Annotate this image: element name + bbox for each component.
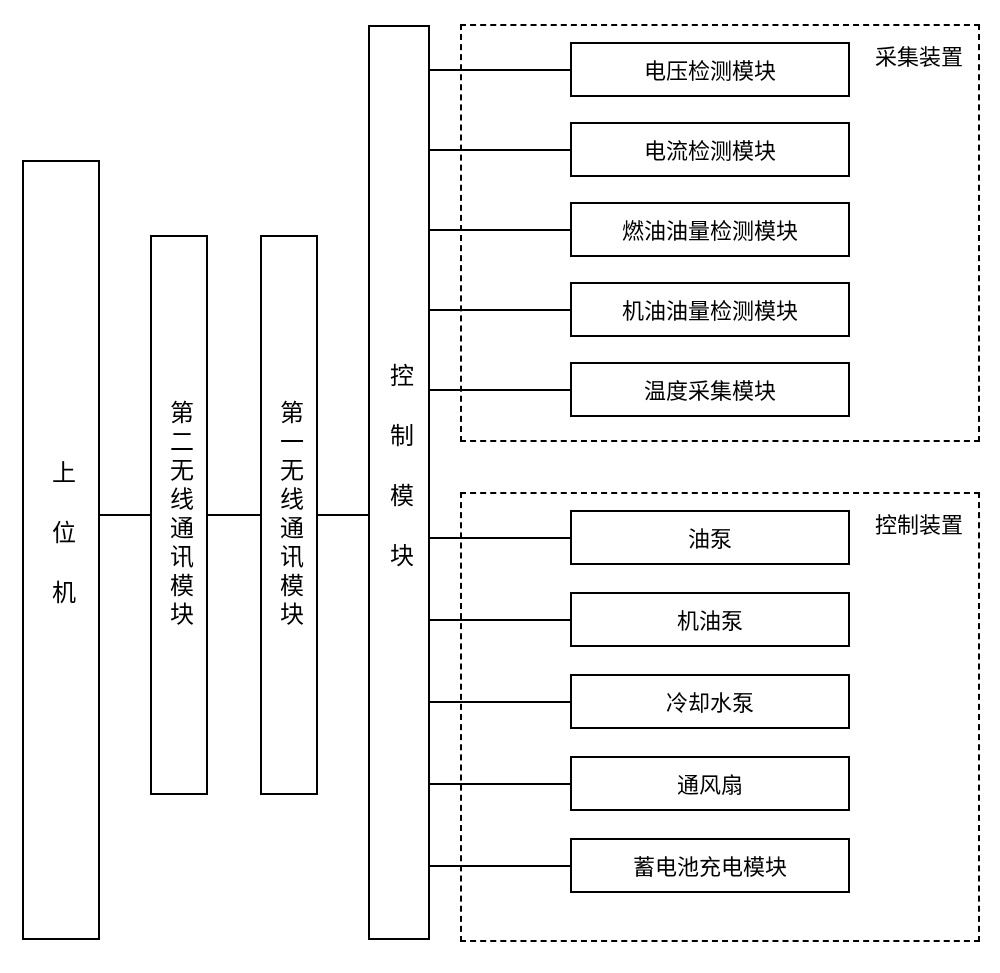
module-label: 燃油油量检测模块 [622,214,798,246]
connector-line [430,619,570,621]
wireless1-label: 第一无线通讯模块 [272,400,307,630]
connector-line [430,701,570,703]
diagram-canvas: 上位机 第二无线通讯模块 第一无线通讯模块 控制模块 采集装置 控制装置 电压检… [0,0,1000,973]
vent-fan-module: 通风扇 [570,756,850,811]
oil-pump-module: 机油泵 [570,592,850,647]
module-label: 蓄电池充电模块 [633,850,787,882]
oil-level-detect-module: 机油油量检测模块 [570,282,850,337]
connector-line [100,514,150,516]
connector-line [430,865,570,867]
fuel-pump-module: 油泵 [570,510,850,565]
module-label: 电压检测模块 [644,54,776,86]
connector-line [430,149,570,151]
module-label: 机油泵 [677,604,743,636]
connector-line [430,389,570,391]
coolant-pump-module: 冷却水泵 [570,674,850,729]
module-label: 电流检测模块 [644,134,776,166]
voltage-detect-module: 电压检测模块 [570,42,850,97]
module-label: 油泵 [688,522,732,554]
control-module-box: 控制模块 [368,25,430,940]
control-module-label: 控制模块 [382,363,417,603]
current-detect-module: 电流检测模块 [570,122,850,177]
connector-line [430,229,570,231]
wireless2-label: 第二无线通讯模块 [162,400,197,630]
battery-charge-module: 蓄电池充电模块 [570,838,850,893]
connector-line [318,514,368,516]
host-label: 上位机 [44,460,79,640]
fuel-level-detect-module: 燃油油量检测模块 [570,202,850,257]
host-box: 上位机 [22,160,100,940]
wireless2-box: 第二无线通讯模块 [150,235,208,795]
connector-line [208,514,260,516]
module-label: 机油油量检测模块 [622,294,798,326]
connector-line [430,537,570,539]
control-device-group-label: 控制装置 [875,508,963,540]
acquisition-group-label: 采集装置 [875,40,963,72]
connector-line [430,309,570,311]
temperature-acq-module: 温度采集模块 [570,362,850,417]
module-label: 温度采集模块 [644,374,776,406]
wireless1-box: 第一无线通讯模块 [260,235,318,795]
module-label: 通风扇 [677,768,743,800]
connector-line [430,69,570,71]
connector-line [430,783,570,785]
module-label: 冷却水泵 [666,686,754,718]
